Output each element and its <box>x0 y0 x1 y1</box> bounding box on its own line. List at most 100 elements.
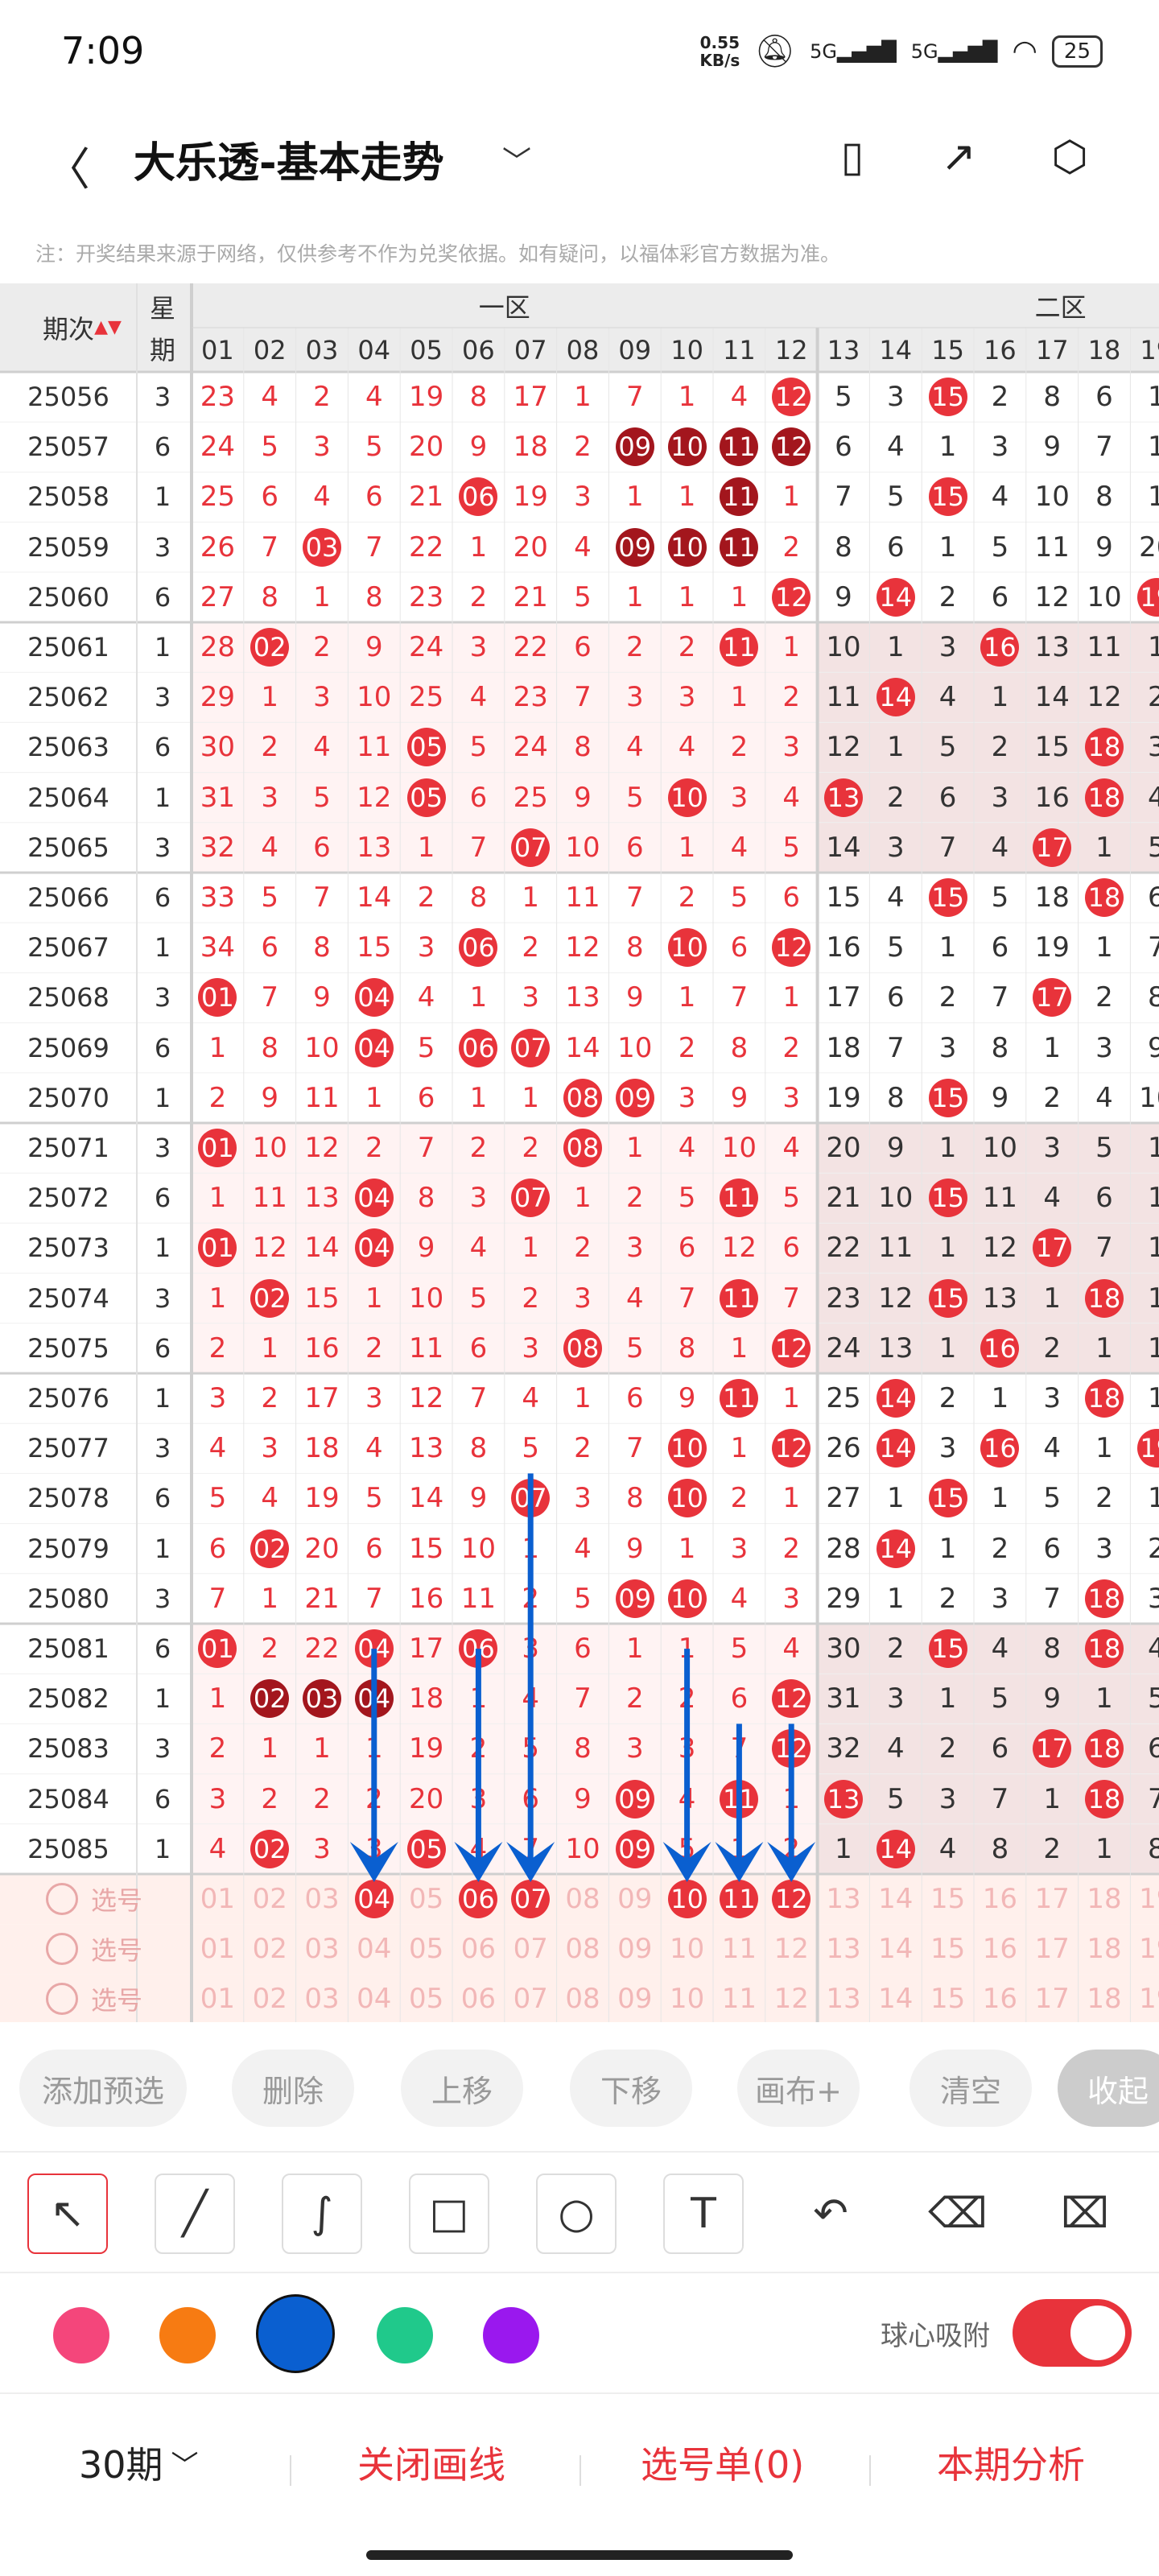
pick-number[interactable]: 08 <box>565 1933 600 1966</box>
pick-number[interactable]: 05 <box>408 1883 444 1916</box>
pick-number[interactable]: 06 <box>460 1983 497 2016</box>
pick-number[interactable]: 03 <box>304 1883 340 1916</box>
text-icon[interactable]: T <box>663 2174 744 2254</box>
pick-number[interactable]: 03 <box>304 1983 340 2016</box>
picked-ball[interactable]: 12 <box>765 1874 818 1924</box>
clear-all-icon[interactable]: ⌧ <box>1061 2190 1109 2238</box>
add-preselect-button[interactable]: 添加预选 <box>19 2050 187 2127</box>
phone-layout-icon[interactable]: ▯ <box>840 133 864 181</box>
drawn-ball: 01 <box>192 972 244 1022</box>
share-icon[interactable]: ↗ <box>941 133 976 181</box>
pick-number[interactable]: 11 <box>721 1933 757 1966</box>
collapse-button[interactable]: 收起 <box>1058 2050 1159 2127</box>
pick-number[interactable]: 19 <box>1139 1883 1159 1916</box>
curve-icon[interactable]: ∫ <box>282 2174 362 2254</box>
pick-number[interactable]: 03 <box>304 1933 340 1966</box>
pick-number[interactable]: 17 <box>1034 1933 1070 1966</box>
pick-number[interactable]: 13 <box>826 1933 861 1966</box>
move-down-button[interactable]: 下移 <box>570 2050 692 2127</box>
pick-number[interactable]: 12 <box>773 1983 809 2016</box>
pick-list-button[interactable]: 选号单(0) <box>641 2443 805 2487</box>
clear-button[interactable]: 清空 <box>909 2050 1032 2127</box>
pick-number[interactable]: 05 <box>408 1983 444 2016</box>
color-pink-swatch[interactable] <box>53 2307 109 2363</box>
rectangle-icon[interactable]: □ <box>409 2174 489 2254</box>
pick-number[interactable]: 18 <box>1087 1983 1122 2016</box>
picked-ball[interactable]: 04 <box>348 1874 400 1924</box>
pick-number[interactable]: 15 <box>930 1883 966 1916</box>
pick-number[interactable]: 04 <box>357 1983 392 2016</box>
pick-number[interactable]: 14 <box>878 1983 914 2016</box>
pick-number[interactable]: 09 <box>617 1933 653 1966</box>
snap-toggle[interactable] <box>1013 2299 1132 2367</box>
select-arrow-icon[interactable]: ↖ <box>27 2174 108 2254</box>
pick-number[interactable]: 16 <box>982 1983 1018 2016</box>
pick-number[interactable]: 01 <box>200 1933 236 1966</box>
pick-number[interactable]: 01 <box>200 1983 236 2016</box>
pick-number[interactable]: 08 <box>565 1983 600 2016</box>
pick-number[interactable]: 08 <box>565 1883 600 1916</box>
color-purple-swatch[interactable] <box>483 2307 539 2363</box>
page-title[interactable]: 大乐透-基本走势 <box>134 139 444 188</box>
pick-number[interactable]: 16 <box>982 1883 1018 1916</box>
color-blue-swatch[interactable] <box>256 2294 335 2373</box>
radio-button[interactable] <box>45 1983 78 2016</box>
pick-row-label[interactable]: 选号 <box>0 1874 188 1924</box>
period-select[interactable]: 30期 ﹀ <box>79 2443 199 2487</box>
picked-ball[interactable]: 11 <box>713 1874 765 1924</box>
omission-cell: 18 <box>1034 881 1070 914</box>
color-orange-swatch[interactable] <box>159 2307 216 2363</box>
pick-number[interactable]: 02 <box>252 1983 287 2016</box>
move-up-button[interactable]: 上移 <box>401 2050 523 2127</box>
picked-ball[interactable]: 07 <box>505 1874 557 1924</box>
pick-number[interactable]: 04 <box>357 1933 392 1966</box>
sort-icon[interactable]: ▲▼ <box>94 317 122 337</box>
pick-number[interactable]: 06 <box>460 1933 497 1966</box>
pick-number[interactable]: 16 <box>982 1933 1018 1966</box>
pick-number[interactable]: 02 <box>252 1883 287 1916</box>
pick-number[interactable]: 07 <box>513 1933 548 1966</box>
picked-ball[interactable]: 06 <box>452 1874 505 1924</box>
radio-button[interactable] <box>45 1883 78 1915</box>
settings-icon[interactable]: ⬡ <box>1051 133 1088 181</box>
pick-number[interactable]: 11 <box>721 1983 757 2016</box>
pick-row-label[interactable]: 选号 <box>0 1974 188 2022</box>
pick-number[interactable]: 15 <box>930 1933 966 1966</box>
trend-grid[interactable]: 期次 ▲▼ 星期一区 二区 01 02 03 04 05 06 07 08 09 10 11 12 13 14 15… <box>0 283 1159 2022</box>
line-icon[interactable]: ╱ <box>155 2174 235 2254</box>
pick-number[interactable]: 09 <box>617 1983 653 2016</box>
pick-row-label[interactable]: 选号 <box>0 1924 188 1974</box>
pick-number[interactable]: 19 <box>1139 1983 1159 2016</box>
pick-number[interactable]: 13 <box>826 1983 861 2016</box>
color-green-swatch[interactable] <box>377 2307 433 2363</box>
circle-icon[interactable]: ○ <box>536 2174 617 2254</box>
pick-number[interactable]: 17 <box>1034 1883 1070 1916</box>
col-header-period[interactable]: 期次 <box>42 314 94 345</box>
pick-number[interactable]: 17 <box>1034 1983 1070 2016</box>
delete-button[interactable]: 删除 <box>232 2050 354 2127</box>
pick-number[interactable]: 14 <box>878 1933 914 1966</box>
chevron-down-icon[interactable]: ﹀ <box>502 146 532 179</box>
pick-number[interactable]: 02 <box>252 1933 287 1966</box>
pick-number[interactable]: 09 <box>617 1883 653 1916</box>
picked-ball[interactable]: 10 <box>661 1874 713 1924</box>
pick-number[interactable]: 18 <box>1087 1883 1122 1916</box>
pick-number[interactable]: 10 <box>669 1933 705 1966</box>
pick-number[interactable]: 07 <box>513 1983 548 2016</box>
pick-number[interactable]: 14 <box>878 1883 914 1916</box>
close-draw-button[interactable]: 关闭画线 <box>357 2443 505 2487</box>
period-analysis-button[interactable]: 本期分析 <box>937 2443 1085 2487</box>
pick-number[interactable]: 18 <box>1087 1933 1122 1966</box>
back-icon[interactable]: 〈 <box>45 144 90 196</box>
pick-number[interactable]: 05 <box>408 1933 444 1966</box>
pick-number[interactable]: 12 <box>773 1933 809 1966</box>
pick-number[interactable]: 19 <box>1139 1933 1159 1966</box>
pick-number[interactable]: 13 <box>826 1883 861 1916</box>
pick-number[interactable]: 01 <box>200 1883 236 1916</box>
radio-button[interactable] <box>45 1933 78 1966</box>
pick-number[interactable]: 10 <box>669 1983 705 2016</box>
undo-icon[interactable]: ↶ <box>813 2190 848 2238</box>
eraser-icon[interactable]: ⌫ <box>928 2190 988 2238</box>
pick-number[interactable]: 15 <box>930 1983 966 2016</box>
canvas-plus-button[interactable]: 画布+ <box>737 2050 860 2127</box>
